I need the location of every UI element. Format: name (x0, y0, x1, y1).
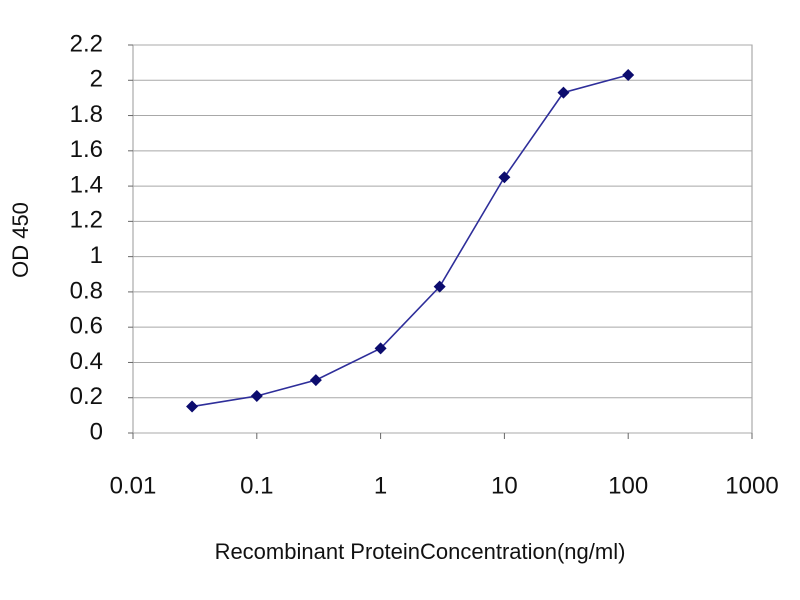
data-point (433, 280, 446, 293)
data-point (557, 86, 570, 99)
y-tick-label: 0.4 (70, 348, 103, 375)
data-point (374, 342, 387, 355)
y-tick-label: 1.2 (70, 207, 103, 234)
x-tick-label: 0.1 (240, 472, 273, 499)
y-tick-label: 1 (90, 242, 103, 269)
y-tick-label: 2 (90, 66, 103, 93)
data-line (191, 74, 629, 408)
y-tick-label: 1.6 (70, 136, 103, 163)
data-point (309, 374, 322, 387)
x-tick-label: 1 (374, 472, 387, 499)
data-point (498, 171, 511, 184)
data-point (186, 400, 199, 413)
data-point (622, 68, 635, 81)
y-tick-label: 0 (90, 418, 103, 445)
y-tick-label: 0.6 (70, 313, 103, 340)
x-tick-label: 0.01 (110, 472, 157, 499)
data-point (250, 389, 263, 402)
y-tick-label: 0.8 (70, 277, 103, 304)
y-tick-label: 2.2 (70, 30, 103, 57)
x-tick-label: 10 (491, 472, 518, 499)
y-tick-label: 1.8 (70, 101, 103, 128)
y-tick-label: 0.2 (70, 383, 103, 410)
x-tick-label: 100 (608, 472, 648, 499)
plot-area (132, 44, 753, 434)
y-tick-label: 1.4 (70, 171, 103, 198)
x-axis-label: Recombinant ProteinConcentration(ng/ml) (215, 539, 626, 564)
y-axis-label: OD 450 (8, 202, 33, 278)
x-tick-label: 1000 (725, 472, 778, 499)
